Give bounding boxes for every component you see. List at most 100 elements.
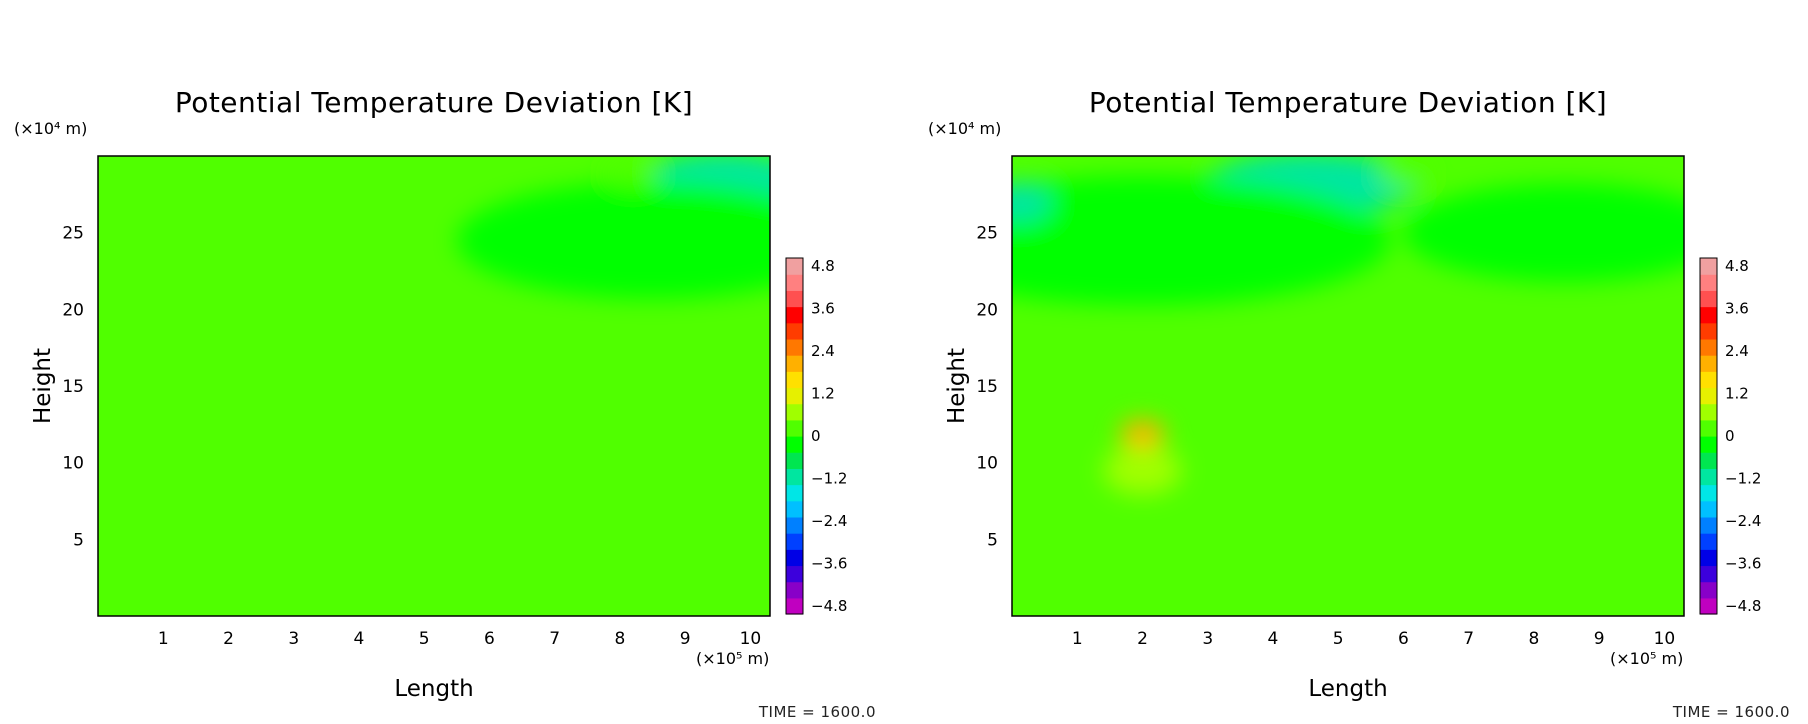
x-tick-label: 9 xyxy=(680,629,691,649)
x-tick-labels: 1 2 3 4 5 6 7 8 9 10 xyxy=(1072,629,1675,649)
y-axis-label: Height xyxy=(944,348,970,424)
x-tick-label: 5 xyxy=(419,629,430,649)
x-tick-label: 1 xyxy=(1072,629,1083,649)
colorbar-swatch xyxy=(786,274,803,291)
y-tick-labels: 5 10 15 20 25 xyxy=(976,224,998,551)
colorbar-swatch xyxy=(1700,468,1717,486)
colorbar-labels: 4.8 3.6 2.4 1.2 0 −1.2 −2.4 −3.6 −4.8 xyxy=(811,257,847,615)
colorbar-label: 0 xyxy=(811,427,821,445)
colorbar-label: 2.4 xyxy=(1725,342,1749,360)
colorbar-swatch xyxy=(786,452,803,469)
x-tick-label: 2 xyxy=(1137,629,1148,649)
y-axis-label: Height xyxy=(30,348,56,424)
colorbar-swatch xyxy=(786,484,803,502)
colorbar-swatch xyxy=(1700,533,1717,550)
y-unit-label: (×10⁴ m) xyxy=(14,119,87,138)
plot-area xyxy=(98,156,770,616)
colorbar-swatch xyxy=(1700,549,1717,567)
x-axis-label: Length xyxy=(1308,676,1387,702)
anomaly-blob xyxy=(1012,182,1052,222)
x-tick-label: 7 xyxy=(549,629,560,649)
colorbar-frame xyxy=(785,257,804,615)
chart-panel-right: Potential Temperature Deviation [K] (×10… xyxy=(928,86,1790,721)
x-tick-label: 8 xyxy=(615,629,626,649)
colorbar-swatch xyxy=(786,533,803,550)
x-tick-label: 6 xyxy=(484,629,495,649)
colorbar-swatch xyxy=(1700,452,1717,469)
y-tick-label: 10 xyxy=(62,454,84,474)
heatmap-anomalies xyxy=(1012,156,1684,495)
x-tick-label: 4 xyxy=(354,629,365,649)
colorbar-label: −2.4 xyxy=(811,512,847,530)
x-tick-label: 4 xyxy=(1268,629,1279,649)
colorbar-swatch xyxy=(786,500,803,518)
y-tick-label: 5 xyxy=(73,530,84,550)
x-tick-label: 2 xyxy=(223,629,234,649)
colorbar-swatch xyxy=(1700,419,1717,437)
x-axis-label: Length xyxy=(394,676,473,702)
colorbar-label: −4.8 xyxy=(811,597,847,615)
colorbar-swatch xyxy=(786,549,803,567)
colorbar-swatch xyxy=(1700,306,1717,324)
colorbar-swatch xyxy=(1700,371,1717,389)
colorbar-labels: 4.8 3.6 2.4 1.2 0 −1.2 −2.4 −3.6 −4.8 xyxy=(1725,257,1761,615)
colorbar-swatch xyxy=(1700,258,1717,275)
colorbar-label: −3.6 xyxy=(1725,555,1761,573)
colorbar-swatch xyxy=(1700,516,1717,534)
colorbar-label: −3.6 xyxy=(811,555,847,573)
colorbar-label: −1.2 xyxy=(1725,470,1761,488)
chart-title: Potential Temperature Deviation [K] xyxy=(1089,86,1607,119)
x-tick-label: 7 xyxy=(1463,629,1474,649)
y-tick-label: 5 xyxy=(987,530,998,550)
y-unit-label: (×10⁴ m) xyxy=(928,119,1001,138)
colorbar-label: 3.6 xyxy=(1725,300,1749,318)
x-tick-labels: 1 2 3 4 5 6 7 8 9 10 xyxy=(158,629,761,649)
colorbar-label: 2.4 xyxy=(811,342,835,360)
colorbar-swatch xyxy=(1700,274,1717,291)
colorbar-label: 1.2 xyxy=(811,385,835,403)
colorbar-label: 4.8 xyxy=(1725,257,1749,275)
time-label: TIME = 1600.0 xyxy=(758,703,876,721)
colorbar-swatch xyxy=(786,597,803,615)
colorbar-swatch xyxy=(1700,322,1717,340)
x-tick-label: 10 xyxy=(1654,629,1676,649)
colorbar-label: −2.4 xyxy=(1725,512,1761,530)
colorbar-frame xyxy=(1699,257,1718,615)
y-tick-label: 20 xyxy=(62,300,84,320)
colorbar xyxy=(1699,257,1718,615)
x-tick-label: 6 xyxy=(1398,629,1409,649)
colorbar-swatch xyxy=(786,387,803,405)
anomaly-blob xyxy=(456,182,770,299)
colorbar-swatch xyxy=(1700,355,1717,372)
y-tick-label: 15 xyxy=(62,377,84,397)
colorbar-swatch xyxy=(786,516,803,534)
plot-frame xyxy=(1011,155,1685,617)
colorbar-swatch xyxy=(786,565,803,583)
colorbar-swatch xyxy=(1700,436,1717,453)
x-tick-label: 3 xyxy=(288,629,299,649)
colorbar-swatch xyxy=(1700,500,1717,518)
chart-panel-left: Potential Temperature Deviation [K] (×10… xyxy=(14,86,876,721)
y-tick-label: 25 xyxy=(976,224,998,244)
plot-area xyxy=(1012,156,1684,616)
x-tick-label: 1 xyxy=(158,629,169,649)
colorbar-swatch xyxy=(786,338,803,356)
colorbar-label: 1.2 xyxy=(1725,385,1749,403)
y-tick-label: 25 xyxy=(62,224,84,244)
anomaly-blob xyxy=(1403,183,1684,282)
colorbar xyxy=(785,257,804,615)
y-tick-label: 20 xyxy=(976,300,998,320)
colorbar-label: 4.8 xyxy=(811,257,835,275)
colorbar-swatch xyxy=(1700,597,1717,615)
anomaly-blob xyxy=(1012,175,1391,305)
colorbar-swatch xyxy=(786,581,803,599)
colorbar-swatch xyxy=(786,371,803,389)
colorbar-label: 3.6 xyxy=(811,300,835,318)
time-label: TIME = 1600.0 xyxy=(1672,703,1790,721)
x-tick-label: 10 xyxy=(740,629,762,649)
heatmap-anomalies xyxy=(456,156,770,299)
colorbar-swatch xyxy=(786,306,803,324)
anomaly-blob xyxy=(606,162,660,187)
y-tick-label: 15 xyxy=(976,377,998,397)
colorbar-swatch xyxy=(1700,403,1717,421)
